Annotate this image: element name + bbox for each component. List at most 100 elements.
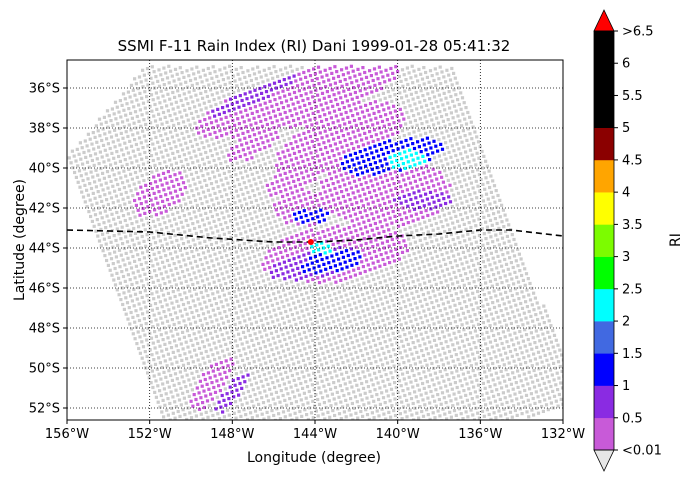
rain-pixel — [345, 265, 349, 269]
swath-pixel — [347, 331, 351, 335]
swath-pixel — [452, 226, 457, 230]
swath-pixel — [337, 351, 342, 355]
swath-pixel — [119, 115, 123, 119]
swath-pixel — [233, 201, 237, 205]
swath-pixel — [484, 314, 489, 318]
swath-pixel — [287, 364, 291, 368]
swath-pixel — [110, 168, 114, 172]
swath-pixel — [145, 95, 149, 99]
swath-pixel — [221, 183, 225, 187]
swath-pixel — [262, 174, 266, 178]
swath-pixel — [393, 93, 397, 97]
swath-pixel — [293, 350, 297, 354]
swath-pixel — [193, 243, 197, 247]
rain-pixel — [387, 228, 391, 232]
swath-pixel — [236, 89, 241, 93]
swath-pixel — [504, 290, 508, 294]
swath-pixel — [221, 321, 226, 325]
swath-pixel — [109, 196, 114, 200]
swath-pixel — [187, 74, 191, 78]
swath-pixel — [153, 119, 158, 123]
swath-pixel — [489, 417, 493, 420]
swath-pixel — [425, 120, 429, 124]
swath-pixel — [524, 393, 529, 397]
swath-pixel — [151, 142, 155, 146]
swath-pixel — [185, 389, 190, 394]
swath-pixel — [207, 266, 211, 270]
swath-pixel — [183, 125, 187, 129]
swath-pixel — [409, 92, 413, 96]
swath-pixel — [253, 348, 258, 352]
swath-pixel — [407, 314, 411, 318]
rain-pixel — [211, 109, 215, 113]
rain-pixel — [225, 104, 229, 108]
swath-pixel — [121, 214, 126, 218]
rain-pixel — [385, 118, 389, 122]
rain-pixel — [245, 97, 249, 101]
rain-pixel — [323, 113, 327, 117]
swath-pixel — [197, 314, 201, 318]
rain-pixel — [325, 150, 329, 155]
swath-pixel — [149, 154, 154, 158]
swath-pixel — [229, 296, 233, 300]
swath-pixel — [260, 213, 264, 217]
swath-pixel — [408, 347, 412, 351]
rain-pixel — [387, 106, 391, 110]
swath-pixel — [460, 400, 465, 404]
swath-pixel — [239, 187, 243, 191]
swath-pixel — [232, 290, 236, 294]
swath-pixel — [146, 160, 150, 164]
swath-pixel — [352, 329, 356, 333]
swath-pixel — [184, 97, 188, 101]
rain-pixel — [352, 224, 356, 228]
rain-pixel — [336, 180, 340, 184]
swath-pixel — [402, 377, 406, 381]
swath-pixel — [269, 392, 274, 396]
swath-pixel — [224, 298, 228, 302]
swath-pixel — [471, 413, 475, 417]
rain-pixel — [137, 197, 142, 201]
swath-pixel — [341, 377, 346, 381]
rain-pixel — [398, 107, 402, 111]
swath-pixel — [441, 285, 445, 290]
rain-pixel — [378, 82, 382, 86]
swath-pixel — [115, 288, 119, 292]
swath-pixel — [135, 98, 139, 102]
rain-pixel — [288, 153, 292, 157]
swath-pixel — [179, 281, 183, 285]
swath-pixel — [419, 332, 423, 336]
swath-pixel — [483, 248, 487, 252]
rain-pixel — [312, 205, 316, 209]
swath-pixel — [240, 325, 244, 330]
swath-pixel — [441, 346, 445, 350]
swath-pixel — [303, 363, 307, 367]
swath-pixel — [171, 334, 175, 338]
swath-pixel — [243, 75, 247, 79]
swath-pixel — [227, 413, 231, 417]
rain-pixel — [422, 187, 426, 191]
swath-pixel — [115, 210, 119, 215]
swath-pixel — [401, 283, 405, 287]
swath-pixel — [125, 146, 129, 150]
swath-pixel — [385, 300, 389, 304]
swath-pixel — [305, 385, 310, 389]
swath-pixel — [176, 89, 180, 93]
rain-pixel — [330, 254, 334, 258]
swath-pixel — [323, 312, 327, 316]
swath-pixel — [456, 175, 460, 179]
swath-pixel — [114, 178, 118, 182]
swath-pixel — [398, 91, 402, 95]
swath-pixel — [163, 221, 167, 225]
swath-pixel — [394, 81, 398, 85]
rain-pixel — [319, 164, 323, 168]
swath-pixel — [504, 351, 508, 355]
swath-pixel — [191, 343, 195, 347]
swath-pixel — [353, 362, 357, 366]
swath-pixel — [287, 303, 291, 307]
swath-pixel — [408, 87, 412, 91]
swath-pixel — [169, 373, 173, 378]
swath-pixel — [444, 173, 449, 178]
swath-pixel — [457, 208, 461, 212]
swath-pixel — [163, 282, 167, 286]
rain-pixel — [282, 122, 286, 126]
